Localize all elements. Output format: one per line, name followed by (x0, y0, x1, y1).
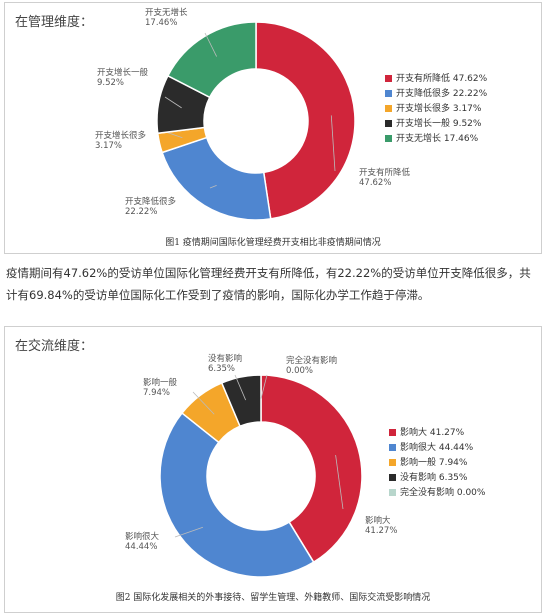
legend-swatch (389, 429, 396, 436)
callout-label: 开支有所降低 (359, 167, 411, 178)
legend-entry: 开支增长很多 3.17% (396, 102, 482, 114)
callout-label: 影响大 (365, 515, 391, 526)
chart-panel-1: 在管理维度： 开支有所降低 47.62% 开支有所降低 47.62% 开支降低很多 22… (4, 2, 542, 254)
callout-line (330, 115, 336, 172)
legend-entry: 开支降低很多 22.22% (396, 87, 488, 99)
callout-line (335, 454, 344, 510)
legend-entry: 影响大 41.27% (400, 426, 465, 438)
legend-swatch (389, 474, 396, 481)
donut-slice (260, 374, 363, 564)
callout-value: 22.22% (125, 207, 157, 217)
section-label-exchange: 在交流维度： (15, 339, 94, 354)
callout-line (164, 96, 182, 109)
donut-slice (161, 136, 272, 221)
legend-entry: 影响一般 7.94% (400, 456, 468, 468)
callout-label: 影响很大 (125, 531, 160, 542)
callout-line (209, 185, 217, 189)
legend-swatch (385, 90, 392, 97)
callout-value: 47.62% (359, 178, 391, 188)
legend-entry: 开支无增长 17.46% (396, 132, 479, 144)
section-label-management: 在管理维度： (15, 15, 94, 30)
legend-swatch (389, 444, 396, 451)
legend-entry: 完全没有影响 0.00% (400, 486, 486, 498)
legend-swatch (389, 489, 396, 496)
donut-slice (159, 411, 315, 578)
body-paragraph: 疫情期间有47.62%的受访单位国际化管理经费开支有所降低，有22.22%的受访… (6, 266, 531, 302)
callout-line (234, 374, 247, 401)
chart-1-caption: 图1 疫情期间国际化管理经费开支相比非疫情期间情况 (165, 238, 381, 248)
legend-swatch (385, 120, 392, 127)
callout-line (192, 391, 215, 415)
callout-value: 0.00% (286, 366, 313, 376)
legend-swatch (385, 75, 392, 82)
callout-value: 6.35% (208, 364, 235, 374)
callout-label: 完全没有影响 (286, 355, 337, 366)
callout-label: 开支增长很多 (95, 130, 147, 141)
legend-entry: 开支增长一般 9.52% (396, 117, 482, 129)
callout-value: 7.94% (143, 388, 170, 398)
legend-swatch (385, 135, 392, 142)
callout-value: 9.52% (97, 78, 124, 88)
legend-entry: 没有影响 6.35% (400, 471, 468, 483)
donut-slice (255, 21, 356, 220)
callout-label: 开支无增长 (145, 7, 188, 18)
callout-label: 开支增长一般 (97, 67, 149, 78)
chart-panel-2: 在交流维度： 影响大 41.27% 影响大 41.27% 影响很大 44.44% 影响很大… (4, 326, 542, 613)
callout-label: 开支降低很多 (125, 196, 177, 207)
legend-swatch (385, 105, 392, 112)
legend-entry: 开支有所降低 47.62% (396, 72, 488, 84)
callout-value: 3.17% (95, 141, 122, 151)
callout-value: 44.44% (125, 542, 157, 552)
chart-2-caption: 图2 国际化发展相关的外事接待、留学生管理、外籍教师、国际交流受影响情况 (115, 593, 431, 603)
callout-line (204, 32, 217, 57)
callout-line (260, 374, 268, 399)
callout-label: 没有影响 (208, 353, 242, 364)
callout-label: 影响一般 (143, 377, 178, 388)
callout-value: 41.27% (365, 526, 397, 536)
callout-line (174, 526, 204, 538)
callout-value: 17.46% (145, 18, 177, 28)
donut-slice (166, 21, 257, 99)
legend-swatch (389, 459, 396, 466)
legend-entry: 影响很大 44.44% (400, 441, 474, 453)
